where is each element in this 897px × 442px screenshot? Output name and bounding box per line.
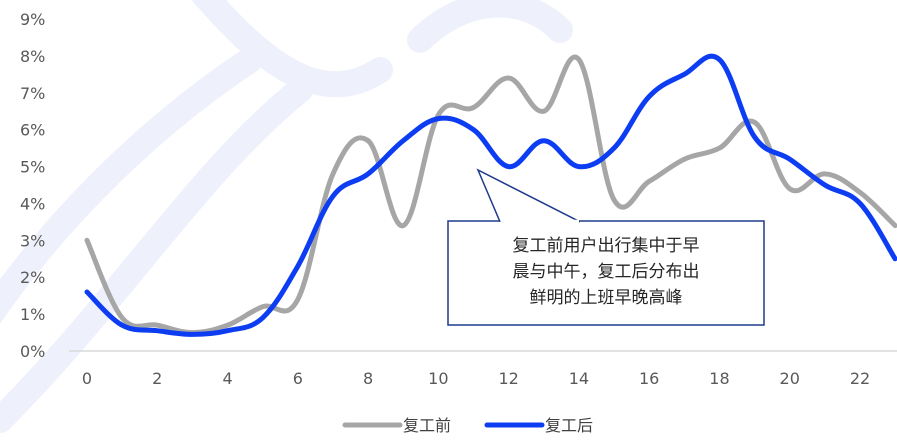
x-tick-label: 20: [780, 369, 800, 388]
watermark-stroke-3: [407, 0, 573, 53]
x-tick-label: 22: [850, 369, 870, 388]
watermark-stroke-2: [191, 0, 393, 98]
legend-label: 复工前: [403, 416, 451, 435]
series-line-after: [84, 53, 897, 337]
series-line-before: [84, 54, 897, 336]
x-tick-label: 12: [498, 369, 518, 388]
y-tick-label: 4%: [20, 194, 45, 213]
watermark: [0, 0, 573, 433]
legend: 复工前 复工后: [342, 416, 593, 435]
x-tick-label: 4: [222, 369, 232, 388]
watermark-stroke-1: [0, 77, 313, 433]
callout-text-line: 鲜明的上班早晚高峰: [530, 288, 683, 308]
y-tick-label: 0%: [20, 342, 45, 361]
y-tick-label: 8%: [20, 47, 45, 66]
x-tick-label: 10: [428, 369, 448, 388]
x-tick-label: 16: [639, 369, 659, 388]
callout-pointer: [476, 168, 581, 223]
series-layer: [84, 53, 897, 337]
x-tick-label: 2: [152, 369, 162, 388]
y-tick-label: 2%: [20, 268, 45, 287]
y-tick-label: 5%: [20, 158, 45, 177]
y-tick-label: 7%: [20, 84, 45, 103]
y-tick-label: 3%: [20, 231, 45, 250]
callout-text-line: 复工前用户出行集中于早: [513, 236, 700, 256]
y-tick-label: 1%: [20, 305, 45, 324]
y-tick-label: 9%: [20, 10, 45, 29]
x-tick-label: 18: [709, 369, 729, 388]
axes: 0% 1% 2% 3% 4% 5% 6% 7% 8% 9% 0 2 4 6 8 10 12 14 16 18 20 22: [20, 10, 897, 388]
x-tick-label: 0: [82, 369, 92, 388]
watermark-stroke-0: [0, 47, 263, 324]
x-tick-label: 6: [293, 369, 303, 388]
legend-label: 复工后: [545, 416, 593, 435]
callout-text-line: 晨与中午，复工后分布出: [513, 262, 700, 282]
x-tick-label: 8: [363, 369, 373, 388]
callout-box: [447, 220, 765, 326]
y-tick-label: 6%: [20, 121, 45, 140]
x-tick-label: 14: [569, 369, 589, 388]
